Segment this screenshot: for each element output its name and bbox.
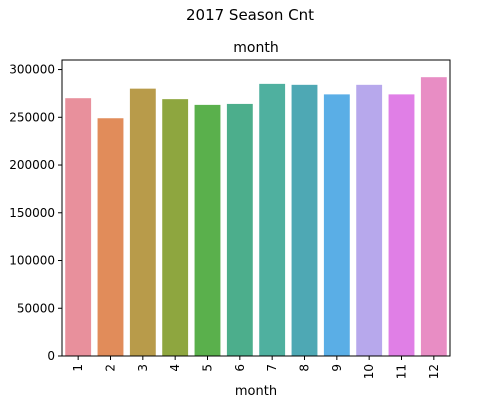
x-tick-label: 5 <box>201 364 215 372</box>
bar-month-8 <box>291 84 318 356</box>
x-tick-label: 11 <box>395 364 409 379</box>
y-tick-label: 200000 <box>9 158 55 172</box>
bar-month-6 <box>226 103 253 356</box>
chart-title: month <box>233 40 278 56</box>
bar-month-4 <box>162 99 189 357</box>
x-tick-label: 6 <box>233 364 247 372</box>
bars-group <box>65 77 447 357</box>
y-tick-label: 0 <box>47 349 55 363</box>
x-tick-label: 12 <box>427 364 441 379</box>
bar-month-2 <box>97 118 124 356</box>
y-tick-label: 250000 <box>9 110 55 124</box>
bar-month-1 <box>65 98 92 357</box>
x-tick-label: 2 <box>104 364 118 372</box>
chart-suptitle: 2017 Season Cnt <box>186 6 314 24</box>
x-axis-ticks: 1 2 3 4 5 6 7 8 9 10 11 12 <box>71 356 441 379</box>
x-tick-label: 9 <box>330 364 344 372</box>
bar-month-10 <box>356 84 383 356</box>
bar-month-3 <box>129 88 156 356</box>
bar-month-7 <box>259 83 286 356</box>
x-axis-label: month <box>235 384 277 399</box>
x-tick-label: 1 <box>71 364 85 372</box>
y-tick-label: 150000 <box>9 206 55 220</box>
bar-month-9 <box>323 94 350 356</box>
x-tick-label: 10 <box>362 364 376 379</box>
bar-month-5 <box>194 104 221 357</box>
y-tick-label: 100000 <box>9 254 55 268</box>
bar-month-11 <box>388 94 415 356</box>
x-tick-label: 8 <box>298 364 312 372</box>
x-tick-label: 3 <box>136 364 150 372</box>
plot-frame <box>61 59 451 357</box>
x-tick-label: 4 <box>168 364 182 372</box>
y-tick-label: 300000 <box>9 63 55 77</box>
bar-month-12 <box>420 77 447 356</box>
y-axis-ticks: 0 50000 100000 150000 200000 250000 300000 <box>9 63 62 363</box>
y-tick-label: 50000 <box>17 301 55 315</box>
x-tick-label: 7 <box>265 364 279 372</box>
